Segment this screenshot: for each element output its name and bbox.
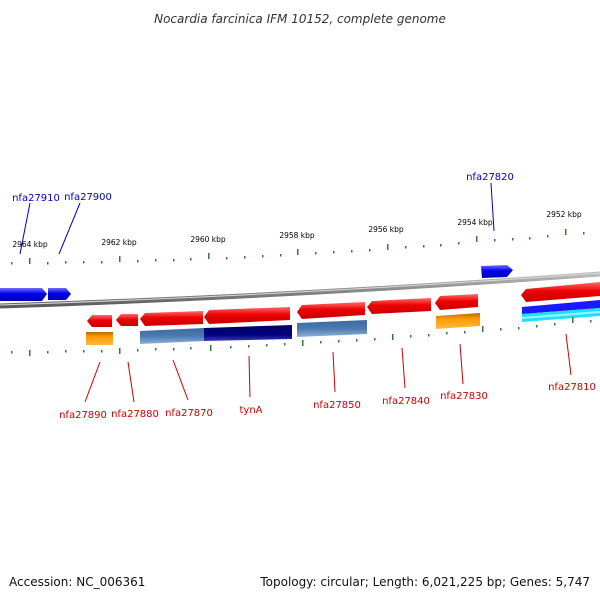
gene-arrow[interactable] bbox=[204, 307, 290, 324]
gene-label-tynA[interactable]: tynA bbox=[239, 405, 262, 416]
kbp-label: 2954 kbp bbox=[457, 218, 493, 227]
feature-blue-band[interactable] bbox=[522, 300, 600, 314]
bottom-gene-labels: nfa27890 nfa27880 nfa27870 tynA nfa27850… bbox=[59, 333, 596, 421]
feature-steel[interactable] bbox=[297, 320, 367, 337]
kbp-label: 2958 kbp bbox=[279, 231, 315, 240]
map-title: Nocardia farcinica IFM 10152, complete g… bbox=[154, 12, 446, 26]
genome-backbone bbox=[0, 271, 600, 309]
gene-label-nfa27910[interactable]: nfa27910 bbox=[12, 193, 60, 204]
gene-label-nfa27890[interactable]: nfa27890 bbox=[59, 410, 107, 421]
gene-label-nfa27900[interactable]: nfa27900 bbox=[64, 192, 112, 203]
gene-arrow[interactable] bbox=[87, 315, 112, 327]
kbp-label: 2952 kbp bbox=[546, 210, 582, 219]
feature-blocks bbox=[86, 300, 600, 345]
gene-arrow[interactable] bbox=[48, 288, 71, 300]
gene-label-nfa27880[interactable]: nfa27880 bbox=[111, 409, 159, 420]
feature-cyan-highlight bbox=[522, 311, 600, 319]
gene-arrow[interactable] bbox=[297, 302, 365, 319]
upper-tick-row bbox=[11, 229, 585, 265]
kbp-label: 2960 kbp bbox=[190, 235, 226, 244]
gene-arrow[interactable] bbox=[367, 298, 431, 314]
gene-label-nfa27820[interactable]: nfa27820 bbox=[466, 172, 514, 183]
kbp-label: 2964 kbp bbox=[12, 240, 48, 249]
gene-arrow[interactable] bbox=[0, 288, 47, 301]
gene-label-nfa27870[interactable]: nfa27870 bbox=[165, 408, 213, 419]
gene-arrow[interactable] bbox=[116, 314, 138, 326]
gene-label-nfa27840[interactable]: nfa27840 bbox=[382, 396, 430, 407]
accession-text: Accession: NC_006361 bbox=[9, 575, 145, 589]
feature-orange[interactable] bbox=[436, 313, 480, 329]
plus-strand-genes bbox=[0, 265, 513, 301]
kbp-label: 2956 kbp bbox=[368, 225, 404, 234]
backbone-highlight bbox=[0, 272, 600, 306]
feature-navy[interactable] bbox=[204, 325, 292, 341]
lower-tick-row bbox=[11, 317, 592, 356]
kbp-label: 2962 kbp bbox=[101, 238, 137, 247]
gene-label-nfa27830[interactable]: nfa27830 bbox=[440, 391, 488, 402]
gene-arrow[interactable] bbox=[435, 294, 478, 310]
gene-label-nfa27850[interactable]: nfa27850 bbox=[313, 400, 361, 411]
gene-arrow[interactable] bbox=[521, 282, 600, 302]
topology-text: Topology: circular; Length: 6,021,225 bp… bbox=[259, 575, 590, 589]
gene-arrow[interactable] bbox=[140, 311, 203, 326]
feature-steel[interactable] bbox=[140, 328, 204, 344]
kbp-scale: 2964 kbp 2962 kbp 2960 kbp 2958 kbp 2956… bbox=[12, 210, 582, 249]
feature-orange[interactable] bbox=[86, 332, 113, 345]
gene-arrow[interactable] bbox=[481, 265, 513, 278]
minus-strand-genes bbox=[87, 282, 600, 327]
gene-label-nfa27810[interactable]: nfa27810 bbox=[548, 382, 596, 393]
top-gene-labels: nfa27910 nfa27900 nfa27820 bbox=[12, 172, 514, 255]
